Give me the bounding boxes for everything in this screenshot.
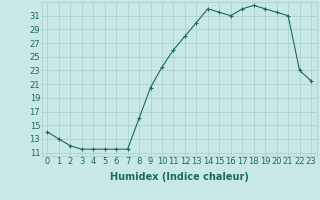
X-axis label: Humidex (Indice chaleur): Humidex (Indice chaleur)	[110, 172, 249, 182]
